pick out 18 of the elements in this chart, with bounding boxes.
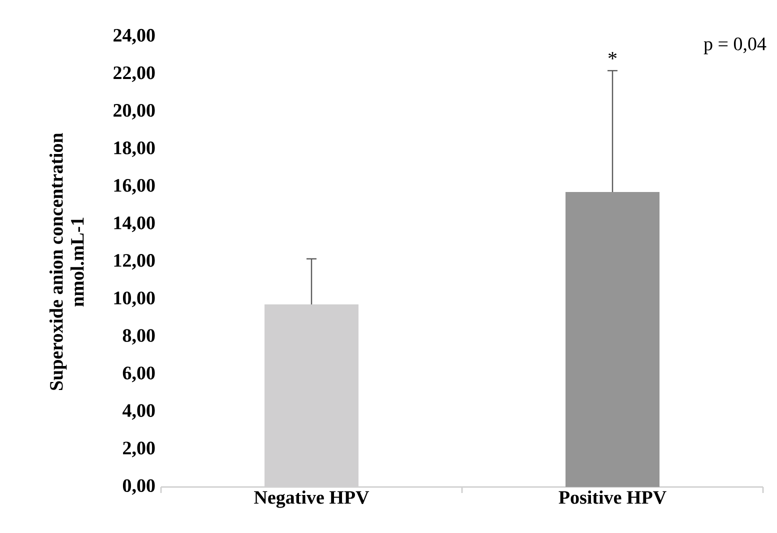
- y-tick-label: 2,00: [123, 442, 155, 458]
- y-tick-label: 16,00: [114, 178, 155, 195]
- y-tick-label: 24,00: [114, 28, 155, 44]
- x-tick-label: Negative HPV: [254, 490, 370, 508]
- y-axis-title: Superoxide anion concentration nmol.mL-1: [49, 132, 84, 390]
- x-tick-label: Positive HPV: [558, 490, 666, 504]
- y-tick-label: 4,00: [122, 404, 155, 420]
- annotation: *: [608, 52, 617, 60]
- y-tick-label: 0,00: [122, 479, 155, 495]
- y-tick-label: 8,00: [122, 329, 155, 345]
- y-tick-label: 12,00: [114, 254, 155, 270]
- y-tick-label: 6,00: [122, 366, 155, 382]
- y-tick-label: 14,00: [114, 216, 155, 232]
- annotation: p = 0,04: [704, 38, 766, 54]
- y-tick-label: 20,00: [114, 104, 155, 120]
- y-tick-label: 18,00: [114, 141, 155, 158]
- y-tick-label: 22,00: [114, 66, 155, 82]
- y-tick-label: 10,00: [114, 292, 155, 308]
